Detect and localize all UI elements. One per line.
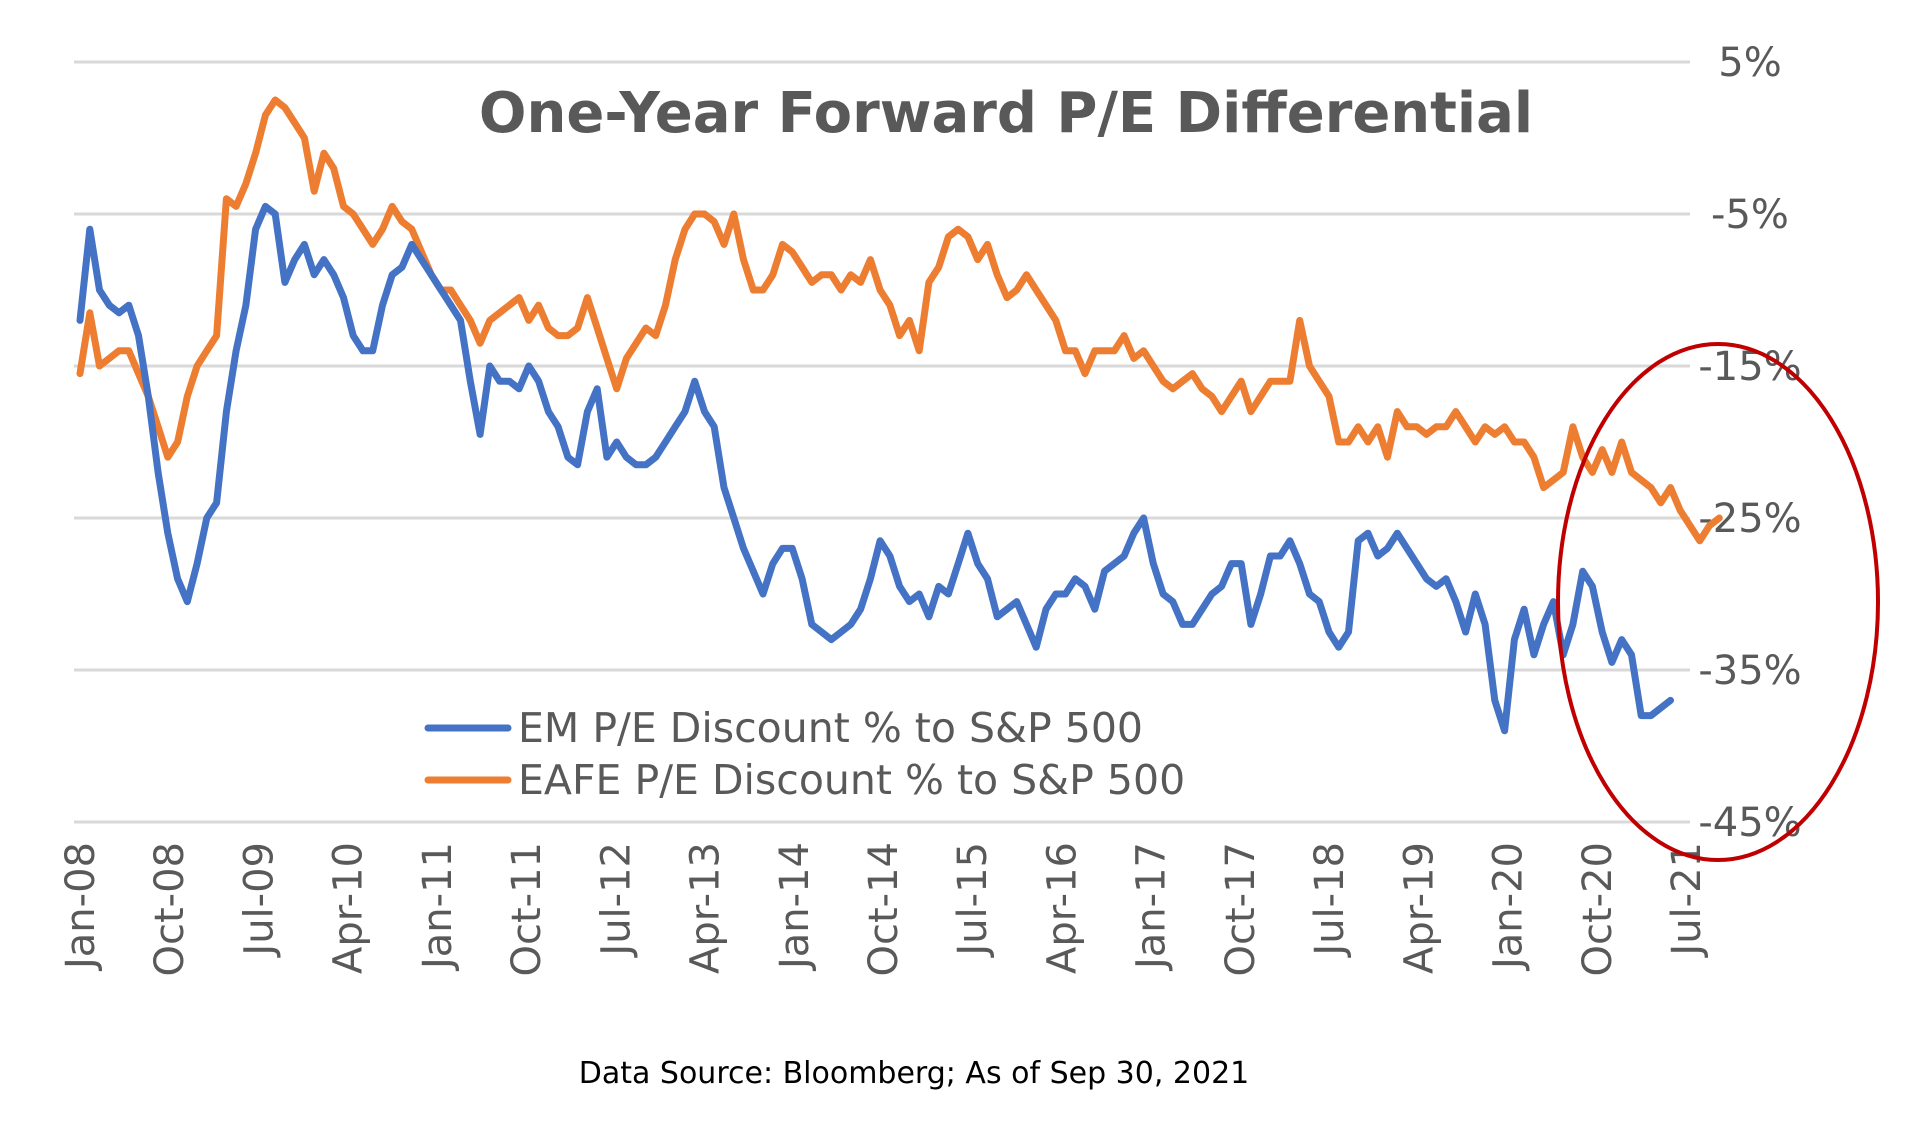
- y-tick-label: -35%: [1698, 648, 1801, 694]
- series-line-eafe: [76, 96, 1723, 545]
- x-tick-label: Oct-08: [147, 842, 193, 977]
- x-tick-label: Jul-12: [593, 842, 639, 959]
- gridlines: [74, 60, 1690, 824]
- x-tick-label: Jan-20: [1486, 842, 1532, 972]
- x-tick-label: Oct-14: [861, 842, 907, 977]
- x-tick-label: Oct-11: [504, 842, 550, 977]
- source-note: Data Source: Bloomberg; As of Sep 30, 20…: [579, 1056, 1250, 1091]
- y-tick-label: 5%: [1718, 40, 1781, 86]
- x-tick-label: Apr-13: [683, 842, 729, 974]
- y-tick-label: -45%: [1698, 800, 1801, 846]
- legend-item-em-label: EM P/E Discount % to S&P 500: [518, 704, 1143, 752]
- x-tick-label: Apr-16: [1039, 842, 1085, 974]
- series-lines: [76, 96, 1723, 735]
- x-tick-label: Apr-10: [326, 842, 372, 974]
- legend-item-eafe-label: EAFE P/E Discount % to S&P 500: [518, 756, 1185, 804]
- x-tick-label: Jan-17: [1129, 842, 1175, 972]
- x-tick-label: Jul-18: [1307, 842, 1353, 959]
- x-tick-label: Jan-11: [415, 842, 461, 972]
- y-axis-ticks: 5%-5%-15%-25%-35%-45%: [1698, 40, 1801, 846]
- x-tick-label: Apr-19: [1396, 842, 1442, 974]
- highlight-ellipse: [1556, 342, 1880, 862]
- series-line-em: [76, 202, 1674, 735]
- x-tick-label: Jul-15: [950, 842, 996, 959]
- x-tick-label: Jul-21: [1664, 842, 1710, 959]
- x-tick-label: Oct-20: [1575, 842, 1621, 977]
- x-axis-ticks: Jan-08 Oct-08 Jul-09 Apr-10 Jan-11 Oct-11 Jul-…: [58, 842, 1710, 977]
- y-tick-label: -5%: [1711, 192, 1789, 238]
- x-tick-label: Jul-09: [236, 842, 282, 959]
- x-tick-label: Oct-17: [1218, 842, 1264, 977]
- x-tick-label: Jan-14: [772, 842, 818, 972]
- chart-title: One-Year Forward P/E Differential: [479, 81, 1533, 146]
- x-tick-label: Jan-08: [58, 842, 104, 972]
